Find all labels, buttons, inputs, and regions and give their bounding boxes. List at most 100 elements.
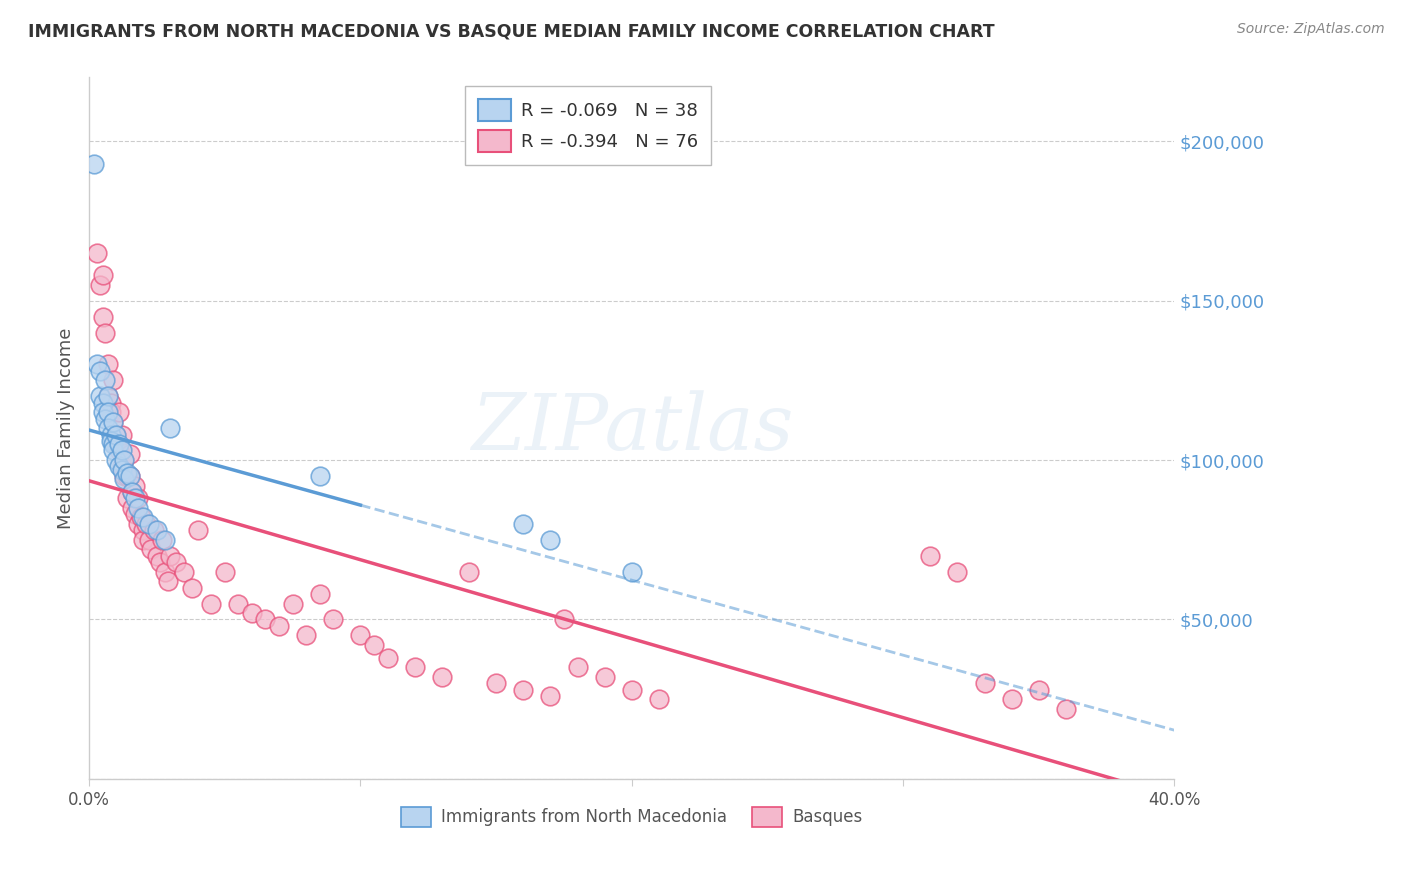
Text: IMMIGRANTS FROM NORTH MACEDONIA VS BASQUE MEDIAN FAMILY INCOME CORRELATION CHART: IMMIGRANTS FROM NORTH MACEDONIA VS BASQU… bbox=[28, 22, 995, 40]
Point bbox=[187, 523, 209, 537]
Point bbox=[159, 549, 181, 563]
Point bbox=[308, 469, 330, 483]
Point bbox=[920, 549, 942, 563]
Point bbox=[127, 491, 149, 506]
Point bbox=[129, 510, 152, 524]
Point bbox=[254, 612, 277, 626]
Point bbox=[100, 427, 122, 442]
Point bbox=[97, 405, 120, 419]
Point bbox=[127, 516, 149, 531]
Point bbox=[91, 395, 114, 409]
Point bbox=[97, 389, 120, 403]
Point bbox=[404, 660, 426, 674]
Point bbox=[377, 650, 399, 665]
Point bbox=[103, 373, 125, 387]
Point bbox=[593, 670, 616, 684]
Point bbox=[146, 549, 169, 563]
Point bbox=[181, 581, 204, 595]
Point bbox=[112, 453, 135, 467]
Point bbox=[226, 597, 249, 611]
Point bbox=[86, 245, 108, 260]
Point bbox=[105, 427, 128, 442]
Point bbox=[138, 533, 160, 547]
Point bbox=[103, 437, 125, 451]
Point bbox=[97, 421, 120, 435]
Point bbox=[89, 364, 111, 378]
Point bbox=[112, 472, 135, 486]
Point bbox=[138, 516, 160, 531]
Point bbox=[141, 542, 163, 557]
Point bbox=[267, 619, 290, 633]
Point bbox=[512, 516, 534, 531]
Point bbox=[108, 405, 131, 419]
Point bbox=[86, 358, 108, 372]
Point bbox=[103, 443, 125, 458]
Text: ZIPatlas: ZIPatlas bbox=[471, 390, 793, 467]
Legend: Immigrants from North Macedonia, Basques: Immigrants from North Macedonia, Basques bbox=[395, 800, 869, 834]
Point bbox=[308, 587, 330, 601]
Point bbox=[240, 606, 263, 620]
Point bbox=[567, 660, 589, 674]
Point bbox=[115, 469, 138, 483]
Point bbox=[91, 310, 114, 324]
Point bbox=[1028, 682, 1050, 697]
Point bbox=[620, 682, 643, 697]
Point bbox=[118, 447, 141, 461]
Text: Source: ZipAtlas.com: Source: ZipAtlas.com bbox=[1237, 22, 1385, 37]
Point bbox=[108, 443, 131, 458]
Point bbox=[103, 415, 125, 429]
Point bbox=[458, 565, 481, 579]
Point bbox=[146, 523, 169, 537]
Point bbox=[165, 555, 187, 569]
Point bbox=[91, 268, 114, 282]
Point bbox=[112, 469, 135, 483]
Point bbox=[103, 415, 125, 429]
Point bbox=[150, 533, 173, 547]
Point bbox=[111, 443, 134, 458]
Point bbox=[973, 676, 995, 690]
Point bbox=[295, 628, 318, 642]
Point bbox=[153, 565, 176, 579]
Point bbox=[118, 469, 141, 483]
Point bbox=[94, 373, 117, 387]
Point bbox=[153, 533, 176, 547]
Point bbox=[121, 485, 143, 500]
Point bbox=[121, 500, 143, 515]
Point bbox=[135, 516, 157, 531]
Point bbox=[83, 156, 105, 170]
Point bbox=[111, 462, 134, 476]
Point bbox=[124, 491, 146, 506]
Point bbox=[538, 533, 561, 547]
Point bbox=[214, 565, 236, 579]
Point bbox=[94, 411, 117, 425]
Point bbox=[91, 405, 114, 419]
Point bbox=[553, 612, 575, 626]
Point bbox=[1001, 692, 1024, 706]
Point bbox=[132, 533, 155, 547]
Point bbox=[115, 466, 138, 480]
Point bbox=[200, 597, 222, 611]
Point bbox=[118, 469, 141, 483]
Point bbox=[100, 405, 122, 419]
Point bbox=[281, 597, 304, 611]
Point bbox=[349, 628, 371, 642]
Point bbox=[111, 459, 134, 474]
Point bbox=[143, 523, 166, 537]
Point bbox=[648, 692, 671, 706]
Point bbox=[173, 565, 195, 579]
Point bbox=[89, 389, 111, 403]
Point bbox=[105, 427, 128, 442]
Point bbox=[115, 491, 138, 506]
Point bbox=[108, 437, 131, 451]
Point bbox=[121, 485, 143, 500]
Point bbox=[111, 427, 134, 442]
Point bbox=[156, 574, 179, 589]
Point bbox=[100, 395, 122, 409]
Point bbox=[108, 459, 131, 474]
Point bbox=[132, 523, 155, 537]
Point bbox=[485, 676, 508, 690]
Point bbox=[97, 389, 120, 403]
Point bbox=[100, 434, 122, 448]
Point bbox=[363, 638, 385, 652]
Point bbox=[322, 612, 344, 626]
